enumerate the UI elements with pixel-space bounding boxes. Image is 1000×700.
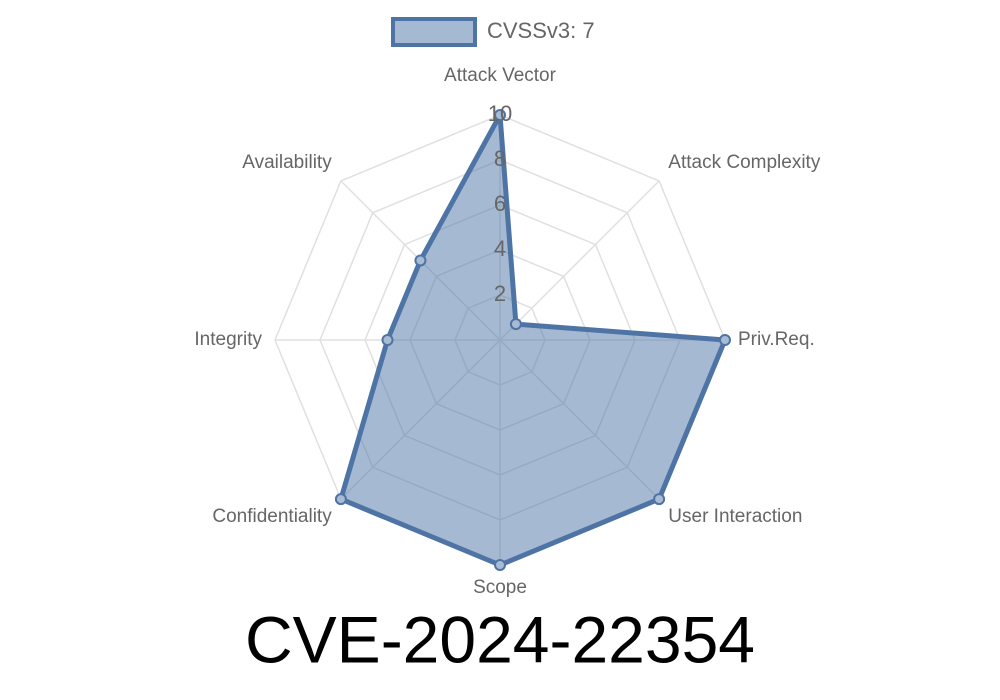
axis-label: Confidentiality [212,506,332,527]
axis-label: User Interaction [668,506,802,527]
legend-swatch [391,17,477,47]
data-point [509,318,522,331]
axis-label: Priv.Req. [738,329,815,350]
axis-label: Attack Vector [444,65,557,86]
data-point [494,559,506,571]
data-point [719,334,731,346]
r-tick-label: 10 [488,101,512,126]
chart-title: CVE-2024-22354 [245,602,755,676]
r-tick-label: 4 [494,236,506,261]
data-point [334,493,347,506]
axis-label: Availability [242,152,332,173]
data-point [414,254,427,267]
data-point [494,109,506,121]
spoke [499,180,660,341]
data-point [381,334,394,346]
series-area [338,112,728,568]
axis-label: Integrity [194,329,262,350]
axis-label: Attack Complexity [668,152,821,173]
data-point [653,493,666,506]
r-tick-label: 2 [494,281,506,306]
axis-label: Scope [473,577,527,598]
r-tick-label: 6 [494,191,506,216]
r-tick-label: 8 [494,146,506,171]
legend-label: CVSSv3: 7 [487,18,595,43]
